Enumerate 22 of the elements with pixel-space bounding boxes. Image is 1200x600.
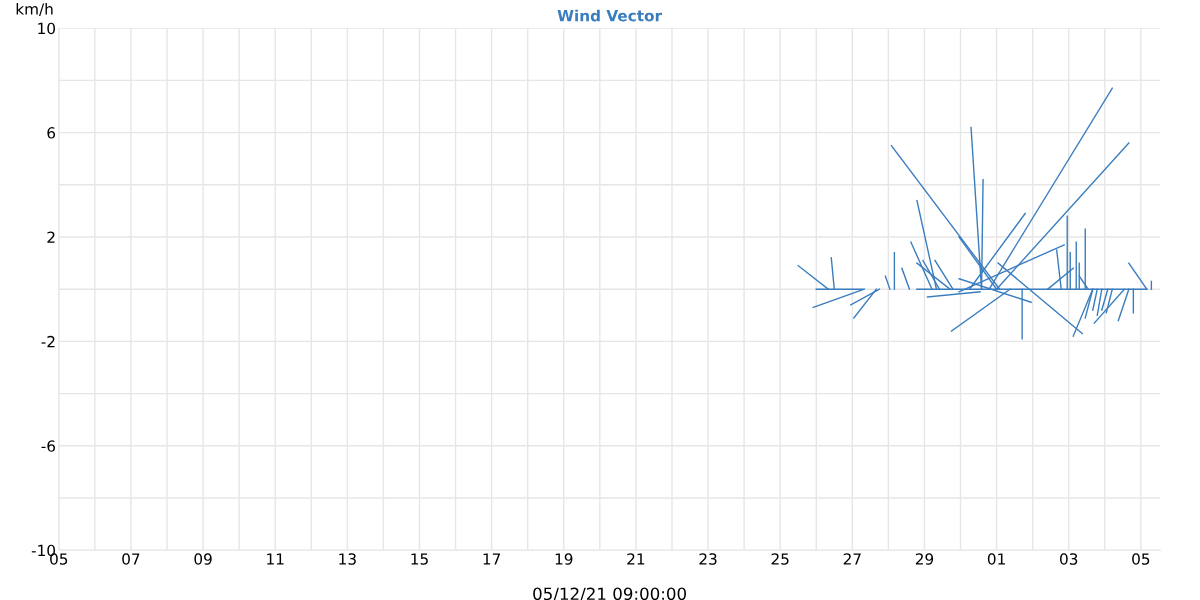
y-tick-label: 2 xyxy=(47,231,55,243)
x-tick-label: 21 xyxy=(627,553,645,565)
x-tick-label: 09 xyxy=(194,553,212,565)
x-tick-label: 01 xyxy=(987,553,1005,565)
x-tick-label: 25 xyxy=(771,553,789,565)
x-tick-label: 17 xyxy=(483,553,501,565)
x-tick-label: 29 xyxy=(915,553,934,565)
y-tick-label: -2 xyxy=(41,335,55,348)
x-tick-label: 05 xyxy=(1132,553,1150,565)
chart-title: Wind Vector xyxy=(557,9,663,22)
x-tick-label: 19 xyxy=(555,553,573,565)
x-tick-label: 23 xyxy=(699,553,717,565)
x-tick-label: 27 xyxy=(843,553,861,565)
y-axis-title: km/h xyxy=(16,2,53,16)
y-tick-label: -6 xyxy=(41,440,56,452)
x-tick-label: 15 xyxy=(411,553,428,565)
x-tick-label: 11 xyxy=(267,553,284,565)
y-tick-label: 10 xyxy=(38,22,56,35)
x-tick-label: 13 xyxy=(339,553,356,565)
x-tick-label: 07 xyxy=(122,553,140,565)
y-tick-label: 6 xyxy=(47,127,56,139)
x-tick-label: 03 xyxy=(1060,553,1078,565)
